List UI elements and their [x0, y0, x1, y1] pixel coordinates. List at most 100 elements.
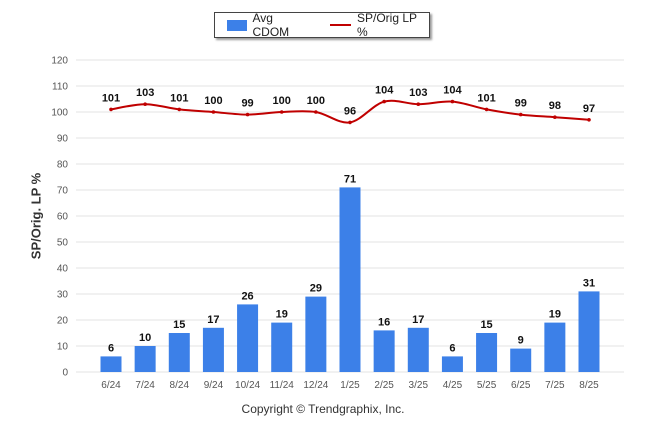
x-axis-ticks: 6/24 7/24 8/24 9/24 10/24 11/24 12/24 1/25 2/25 3…	[101, 380, 599, 391]
bar	[373, 330, 395, 372]
legend-line-label: SP/Orig LP %	[357, 11, 417, 39]
line-point	[109, 107, 113, 112]
line-value-label: 100	[204, 95, 222, 107]
line-point	[518, 112, 523, 117]
x-tick-label: 3/25	[409, 380, 429, 391]
y-tick-label: 70	[57, 186, 69, 197]
legend: Avg CDOM SP/Orig LP %	[214, 11, 430, 39]
bar	[271, 322, 293, 372]
x-tick-label: 1/25	[340, 380, 360, 391]
line-value-label: 103	[136, 87, 154, 99]
line-series	[109, 99, 591, 125]
y-tick-label: 50	[57, 238, 69, 249]
y-tick-label: 100	[51, 108, 68, 119]
x-tick-label: 6/25	[511, 380, 531, 391]
bar-value-label: 15	[173, 319, 185, 331]
bar-value-label: 17	[412, 314, 424, 326]
line-value-label: 100	[273, 95, 291, 107]
line-point	[279, 110, 284, 114]
copyright-text: Copyright © Trendgraphix, Inc.	[241, 402, 405, 416]
line-point	[314, 110, 318, 114]
line-value-label: 101	[170, 92, 188, 104]
bar	[237, 304, 259, 372]
x-tick-label: 8/24	[170, 380, 190, 391]
y-tick-label: 60	[57, 212, 69, 223]
x-tick-label: 10/24	[235, 380, 260, 391]
x-tick-label: 5/25	[477, 380, 497, 391]
legend-line-swatch	[329, 24, 351, 26]
line-value-label: 101	[102, 92, 120, 104]
x-tick-label: 7/24	[135, 380, 155, 391]
y-tick-label: 80	[57, 160, 69, 171]
y-axis-label: SP/Orig. LP %	[28, 172, 44, 260]
bar	[168, 333, 190, 372]
x-tick-label: 12/24	[303, 380, 328, 391]
line-point	[484, 107, 489, 112]
line-point	[143, 102, 147, 106]
bar	[407, 327, 429, 372]
line-point	[382, 99, 386, 104]
bar-value-label: 6	[449, 342, 455, 354]
x-tick-label: 8/25	[579, 380, 599, 391]
legend-bar-label: Avg CDOM	[252, 11, 290, 39]
line-value-label: 99	[241, 98, 253, 110]
y-axis-ticks: 0 10 20 30 40 50 60 70 80 90 100 110 120	[51, 56, 68, 379]
y-tick-label: 90	[57, 134, 69, 145]
y-tick-label: 0	[62, 368, 68, 379]
line-point	[553, 115, 557, 119]
x-tick-label: 2/25	[374, 380, 394, 391]
x-tick-label: 7/25	[545, 380, 565, 391]
line-point	[348, 120, 352, 125]
bar-value-label: 17	[207, 314, 219, 326]
data-labels: 6 10 15 17 26 19 29 71 16 17 6 15 9 19 31 101 103 101 100 9…	[102, 85, 595, 355]
bar	[476, 333, 498, 372]
bar	[544, 322, 566, 372]
bar-series	[100, 187, 600, 372]
bar	[100, 356, 122, 372]
line-value-label: 100	[307, 95, 325, 107]
bar-value-label: 15	[480, 319, 492, 331]
y-tick-label: 110	[52, 82, 68, 93]
x-tick-label: 9/24	[204, 380, 224, 391]
line-value-label: 104	[443, 85, 462, 97]
y-tick-label: 20	[57, 316, 69, 327]
y-tick-label: 10	[57, 342, 69, 353]
line-value-label: 104	[375, 85, 394, 97]
bar	[134, 346, 156, 372]
bar	[441, 356, 463, 372]
bar-value-label: 71	[344, 173, 356, 185]
line-point	[450, 99, 455, 104]
bar-value-label: 29	[310, 283, 322, 295]
line-point	[177, 107, 182, 112]
legend-item-line[interactable]: SP/Orig LP %	[312, 11, 429, 39]
line-point	[211, 110, 216, 114]
line-value-label: 101	[477, 92, 495, 104]
bar	[578, 291, 600, 372]
line-value-label: 98	[549, 100, 561, 112]
bar-value-label: 6	[108, 342, 114, 354]
bar-value-label: 19	[549, 309, 561, 321]
x-tick-label: 4/25	[443, 380, 463, 391]
line-value-label: 97	[583, 103, 595, 115]
bar	[510, 348, 532, 372]
bar	[202, 327, 224, 372]
bar-value-label: 19	[276, 309, 288, 321]
line-point	[245, 112, 250, 117]
legend-item-bar[interactable]: Avg CDOM	[215, 11, 312, 39]
line-value-label: 99	[515, 98, 527, 110]
bar-value-label: 16	[378, 316, 390, 328]
line-point	[587, 118, 591, 122]
line-value-label: 103	[409, 87, 427, 99]
y-tick-label: 30	[57, 290, 69, 301]
bar	[305, 296, 327, 372]
bar-value-label: 9	[518, 335, 524, 347]
bar	[339, 187, 361, 372]
bar-value-label: 31	[583, 277, 595, 289]
line-point	[416, 102, 421, 106]
y-tick-label: 40	[57, 264, 69, 275]
bar-value-label: 26	[241, 290, 253, 302]
y-tick-label: 120	[51, 56, 68, 67]
x-tick-label: 6/24	[101, 380, 121, 391]
x-tick-label: 11/24	[270, 380, 295, 391]
